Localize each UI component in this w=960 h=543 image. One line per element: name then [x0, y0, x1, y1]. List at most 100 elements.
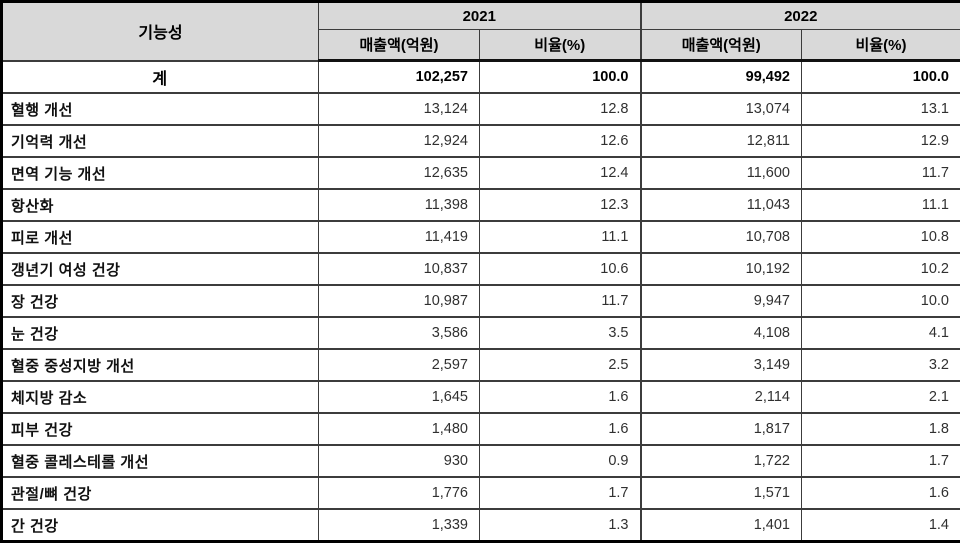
row-label: 기억력 개선: [2, 125, 319, 157]
cell-sales-2022: 1,722: [641, 445, 802, 477]
row-label: 갱년기 여성 건강: [2, 253, 319, 285]
cell-sales-2021: 1,776: [319, 477, 480, 509]
cell-sales-2021: 11,398: [319, 189, 480, 221]
cell-sales-2021: 3,586: [319, 317, 480, 349]
cell-sales-2021: 12,635: [319, 157, 480, 189]
cell-sales-2022: 1,401: [641, 509, 802, 542]
column-group-2022: 2022: [641, 2, 960, 30]
cell-sales-2021: 10,987: [319, 285, 480, 317]
cell-ratio-2021: 11.1: [480, 221, 641, 253]
cell-sales-2022: 11,043: [641, 189, 802, 221]
column-header-ratio-2022: 비율(%): [802, 30, 960, 61]
cell-sales-2021: 13,124: [319, 93, 480, 125]
row-label: 혈중 중성지방 개선: [2, 349, 319, 381]
row-label: 관절/뼈 건강: [2, 477, 319, 509]
column-header-sales-2021: 매출액(억원): [319, 30, 480, 61]
cell-ratio-2022: 11.1: [802, 189, 960, 221]
row-label: 혈행 개선: [2, 93, 319, 125]
cell-sales-2022: 2,114: [641, 381, 802, 413]
cell-ratio-2021: 12.8: [480, 93, 641, 125]
cell-ratio-2022: 13.1: [802, 93, 960, 125]
cell-ratio-2021: 12.3: [480, 189, 641, 221]
cell-sales-2022: 12,811: [641, 125, 802, 157]
cell-sales-2021: 1,480: [319, 413, 480, 445]
cell-ratio-2022: 1.6: [802, 477, 960, 509]
total-sales-2022: 99,492: [641, 61, 802, 94]
cell-sales-2021: 1,645: [319, 381, 480, 413]
row-label: 항산화: [2, 189, 319, 221]
cell-ratio-2021: 1.7: [480, 477, 641, 509]
cell-ratio-2021: 0.9: [480, 445, 641, 477]
total-row-label: 계: [2, 61, 319, 94]
cell-ratio-2022: 10.0: [802, 285, 960, 317]
column-header-sales-2022: 매출액(억원): [641, 30, 802, 61]
column-header-functionality: 기능성: [2, 2, 319, 61]
cell-sales-2022: 10,192: [641, 253, 802, 285]
cell-sales-2021: 2,597: [319, 349, 480, 381]
cell-ratio-2022: 10.2: [802, 253, 960, 285]
cell-ratio-2021: 2.5: [480, 349, 641, 381]
cell-sales-2022: 11,600: [641, 157, 802, 189]
cell-ratio-2022: 1.4: [802, 509, 960, 542]
cell-ratio-2021: 12.6: [480, 125, 641, 157]
cell-ratio-2021: 12.4: [480, 157, 641, 189]
cell-sales-2022: 10,708: [641, 221, 802, 253]
cell-ratio-2022: 4.1: [802, 317, 960, 349]
cell-ratio-2022: 3.2: [802, 349, 960, 381]
cell-ratio-2021: 1.6: [480, 381, 641, 413]
row-label: 피부 건강: [2, 413, 319, 445]
cell-ratio-2021: 1.3: [480, 509, 641, 542]
column-header-ratio-2021: 비율(%): [480, 30, 641, 61]
header-row-years: 기능성 2021 2022: [2, 2, 960, 30]
cell-sales-2022: 1,817: [641, 413, 802, 445]
cell-ratio-2022: 12.9: [802, 125, 960, 157]
cell-sales-2021: 11,419: [319, 221, 480, 253]
cell-ratio-2022: 2.1: [802, 381, 960, 413]
cell-ratio-2021: 11.7: [480, 285, 641, 317]
cell-sales-2022: 4,108: [641, 317, 802, 349]
cell-sales-2021: 1,339: [319, 509, 480, 542]
cell-ratio-2022: 1.7: [802, 445, 960, 477]
cell-sales-2021: 930: [319, 445, 480, 477]
row-label: 면역 기능 개선: [2, 157, 319, 189]
cell-ratio-2021: 3.5: [480, 317, 641, 349]
cell-ratio-2022: 1.8: [802, 413, 960, 445]
column-group-2021: 2021: [319, 2, 641, 30]
cell-ratio-2021: 1.6: [480, 413, 641, 445]
cell-sales-2022: 1,571: [641, 477, 802, 509]
cell-ratio-2022: 11.7: [802, 157, 960, 189]
cell-ratio-2022: 10.8: [802, 221, 960, 253]
cell-sales-2022: 13,074: [641, 93, 802, 125]
total-ratio-2022: 100.0: [802, 61, 960, 94]
cell-ratio-2021: 10.6: [480, 253, 641, 285]
table-header: 기능성 2021 2022 매출액(억원) 비율(%) 매출액(억원) 비율(%…: [2, 2, 960, 61]
row-label: 피로 개선: [2, 221, 319, 253]
row-label: 체지방 감소: [2, 381, 319, 413]
cell-sales-2021: 12,924: [319, 125, 480, 157]
row-label: 간 건강: [2, 509, 319, 542]
cell-sales-2022: 3,149: [641, 349, 802, 381]
row-label: 장 건강: [2, 285, 319, 317]
total-sales-2021: 102,257: [319, 61, 480, 94]
row-label: 눈 건강: [2, 317, 319, 349]
total-ratio-2021: 100.0: [480, 61, 641, 94]
cell-sales-2021: 10,837: [319, 253, 480, 285]
row-label: 혈중 콜레스테롤 개선: [2, 445, 319, 477]
cell-sales-2022: 9,947: [641, 285, 802, 317]
